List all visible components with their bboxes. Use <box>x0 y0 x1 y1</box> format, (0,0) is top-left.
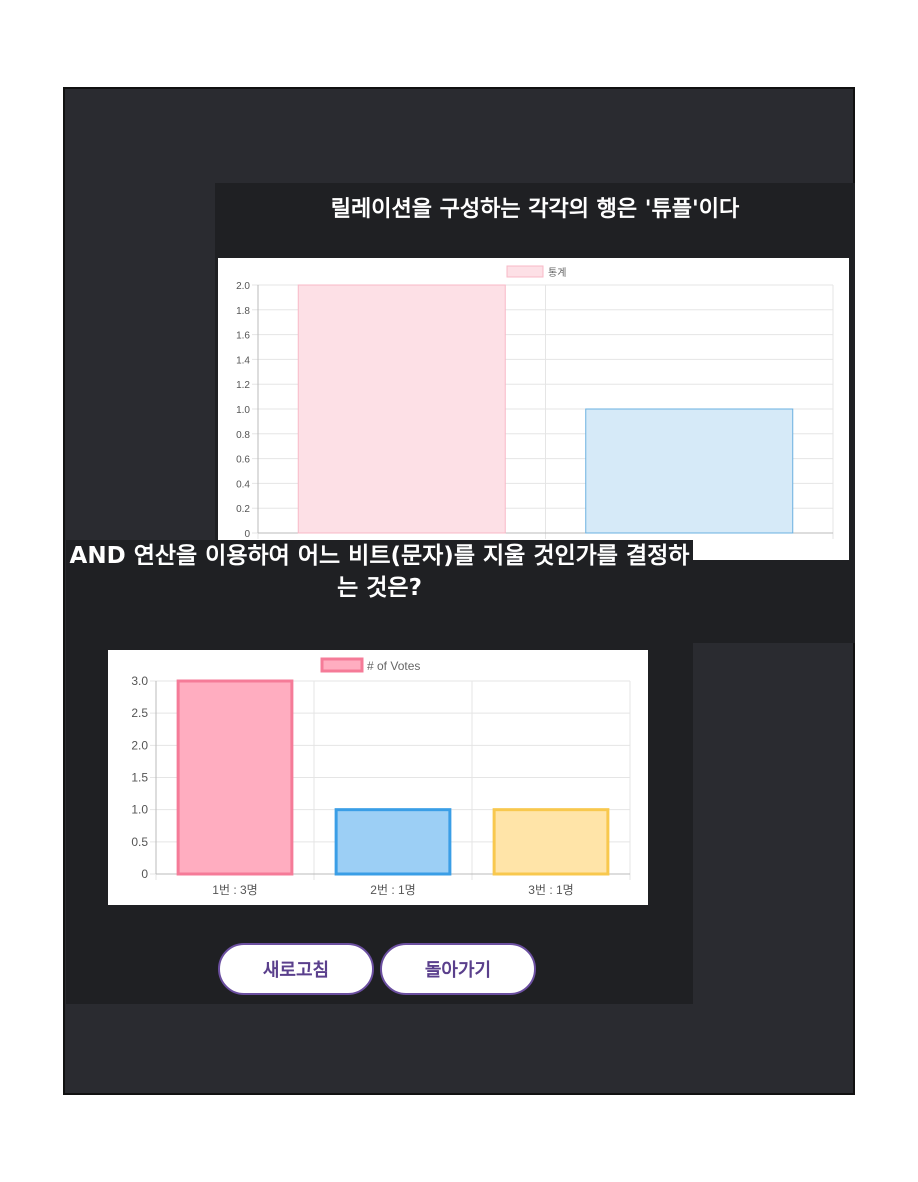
y-tick-label: 3.0 <box>131 674 148 688</box>
y-tick-label: 1.8 <box>236 306 250 317</box>
y-tick-label: 1.5 <box>131 771 148 785</box>
y-tick-label: 1.2 <box>236 380 250 391</box>
back-button[interactable]: 돌아가기 <box>380 943 536 995</box>
bar <box>492 808 610 876</box>
front-question-title: AND 연산을 이용하여 어느 비트(문자)를 지울 것인가를 결정하는 것은? <box>69 543 690 601</box>
x-tick-label: 3번 : 1명 <box>528 883 573 897</box>
y-tick-label: 2.0 <box>236 281 250 292</box>
x-tick-label: 2번 : 1명 <box>370 883 415 897</box>
legend-label: 통계 <box>548 267 566 279</box>
y-tick-label: 0 <box>141 867 148 881</box>
back-question-title: 릴레이션을 구성하는 각각의 행은 '튜플'이다 <box>330 197 740 222</box>
legend-swatch <box>506 265 544 278</box>
legend-label: # of Votes <box>367 659 420 673</box>
y-tick-label: 0.2 <box>236 504 250 515</box>
refresh-button[interactable]: 새로고침 <box>218 943 374 995</box>
bar <box>297 284 506 534</box>
y-tick-label: 2.5 <box>131 706 148 720</box>
bar <box>585 408 794 534</box>
legend-swatch <box>320 657 364 673</box>
y-tick-label: 1.6 <box>236 331 250 342</box>
y-tick-label: 0.8 <box>236 430 250 441</box>
back-chart-svg: 00.20.40.60.81.01.21.41.61.82.0명통계 <box>236 265 834 552</box>
back-chart: 00.20.40.60.81.01.21.41.61.82.0명통계 <box>218 258 849 560</box>
y-tick-label: 0.6 <box>236 455 250 466</box>
y-tick-label: 1.0 <box>131 803 148 817</box>
y-tick-label: 0.5 <box>131 835 148 849</box>
bar <box>176 679 294 876</box>
y-tick-label: 2.0 <box>131 738 148 752</box>
votes-chart: 0 0.5 1.0 1.5 2.0 2.5 3.0 1번 : 3명 2번 : 1명 3번 : 1명… <box>108 650 648 905</box>
y-tick-label: 0.4 <box>236 479 250 490</box>
bar <box>334 808 452 876</box>
y-tick-label: 1.4 <box>236 355 250 366</box>
votes-chart-svg: 0 0.5 1.0 1.5 2.0 2.5 3.0 1번 : 3명 2번 : 1명 3번 : 1명… <box>131 657 631 897</box>
y-tick-label: 0 <box>244 529 250 540</box>
x-tick-label: 1번 : 3명 <box>212 883 257 897</box>
y-tick-label: 1.0 <box>236 405 250 416</box>
